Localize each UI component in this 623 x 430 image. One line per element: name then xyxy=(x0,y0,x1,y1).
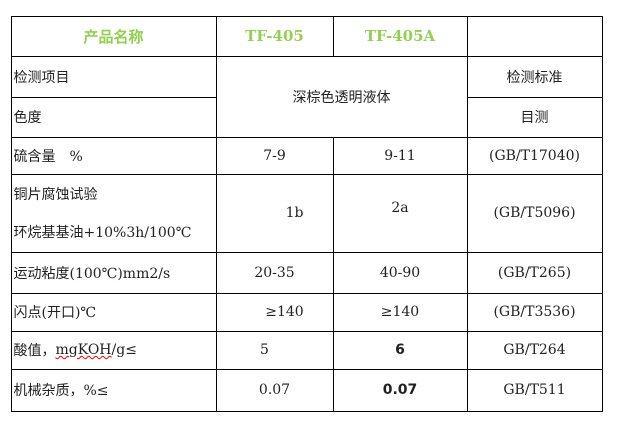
sulfur-v1: 7-9 xyxy=(215,136,334,175)
acid-v1: 5 xyxy=(215,330,334,370)
acid-label-c: /g≤ xyxy=(111,342,137,358)
color-std: 目测 xyxy=(466,96,603,138)
color-label: 色度 xyxy=(10,96,217,138)
acid-std: GB/T264 xyxy=(466,330,603,370)
flash-v1: ≥140 xyxy=(215,292,334,332)
header-tf405a: TF-405A xyxy=(332,15,468,57)
sulfur-std: (GB/T17040) xyxy=(466,136,603,175)
acid-label: 酸值， mgKOH/g≤ xyxy=(10,330,217,370)
copper-v1: 1b xyxy=(215,173,334,253)
copper-v2: 2a xyxy=(332,173,468,253)
flash-std: (GB/T3536) xyxy=(466,292,603,332)
acid-label-b: mgKOH xyxy=(55,342,112,358)
item-label: 检测项目 xyxy=(10,55,217,98)
viscosity-label: 运动粘度(100℃)mm2/s xyxy=(10,251,217,294)
viscosity-std: (GB/T265) xyxy=(466,251,603,294)
impurity-v2: 0.07 xyxy=(332,368,468,412)
viscosity-v1: 20-35 xyxy=(215,251,334,294)
sulfur-v2: 9-11 xyxy=(332,136,468,175)
flash-label: 闪点(开口)℃ xyxy=(10,292,217,332)
std-label: 检测标准 xyxy=(466,55,603,98)
copper-std: (GB/T5096) xyxy=(466,173,603,253)
header-product-name: 产品名称 xyxy=(10,15,217,57)
header-empty xyxy=(466,15,603,57)
copper-label: 铜片腐蚀试验 环烷基基油+10%3h/100℃ xyxy=(10,173,217,253)
acid-v2: 6 xyxy=(332,330,468,370)
header-tf405: TF-405 xyxy=(215,15,334,57)
appearance-value: 深棕色透明液体 xyxy=(215,55,468,138)
impurity-label: 机械杂质，%≤ xyxy=(10,368,217,412)
acid-label-a: 酸值， xyxy=(13,343,56,359)
sulfur-label: 硫含量 % xyxy=(10,136,217,175)
flash-v2: ≥140 xyxy=(332,292,468,332)
copper-label-1: 铜片腐蚀试验 xyxy=(13,186,98,203)
viscosity-v2: 40-90 xyxy=(332,251,468,294)
impurity-std: GB/T511 xyxy=(466,368,603,412)
copper-label-2: 环烷基基油+10%3h/100℃ xyxy=(13,225,192,242)
impurity-v1: 0.07 xyxy=(215,368,334,412)
